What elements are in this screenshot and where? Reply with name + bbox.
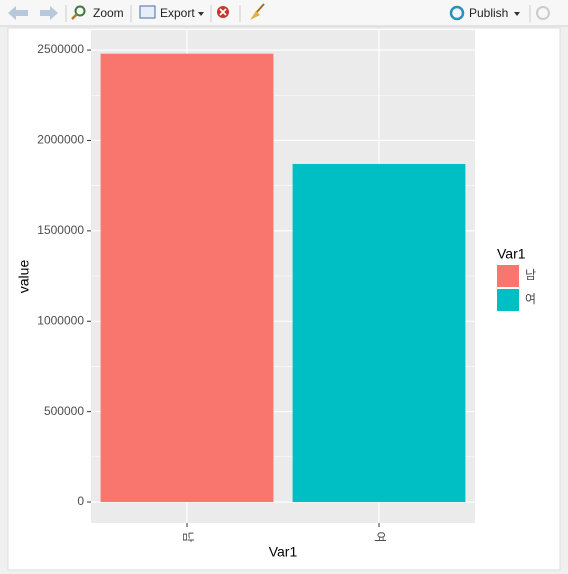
bar	[292, 163, 466, 503]
y-tick-label: 0	[77, 494, 84, 508]
refresh-button[interactable]	[536, 6, 550, 20]
clear-all-button[interactable]	[250, 3, 265, 20]
bar	[100, 53, 274, 503]
x-tick-label: 여	[373, 531, 387, 542]
zoom-label: Zoom	[93, 6, 124, 20]
x-tick-label: 남	[181, 531, 195, 542]
legend-label: 남	[525, 268, 536, 282]
x-axis-title: Var1	[269, 544, 298, 560]
y-tick-label: 500000	[44, 404, 84, 418]
legend-key	[497, 265, 519, 287]
remove-plot-button[interactable]	[217, 6, 229, 18]
legend-key	[497, 289, 519, 311]
y-tick-label: 1000000	[37, 313, 84, 327]
y-tick-label: 2000000	[37, 133, 84, 147]
export-label: Export	[160, 6, 195, 20]
publish-button[interactable]: Publish	[449, 5, 520, 21]
legend-label: 여	[525, 292, 536, 306]
export-button[interactable]: Export	[139, 5, 204, 20]
y-tick-label: 1500000	[37, 223, 84, 237]
toolbar	[0, 0, 568, 26]
nav-forward[interactable]	[40, 6, 58, 20]
zoom-button[interactable]: Zoom	[71, 5, 124, 20]
legend-title: Var1	[497, 246, 526, 262]
publish-label: Publish	[469, 6, 508, 20]
nav-back[interactable]	[8, 6, 28, 20]
y-axis-title: value	[16, 260, 32, 294]
y-tick-label: 2500000	[37, 42, 84, 56]
